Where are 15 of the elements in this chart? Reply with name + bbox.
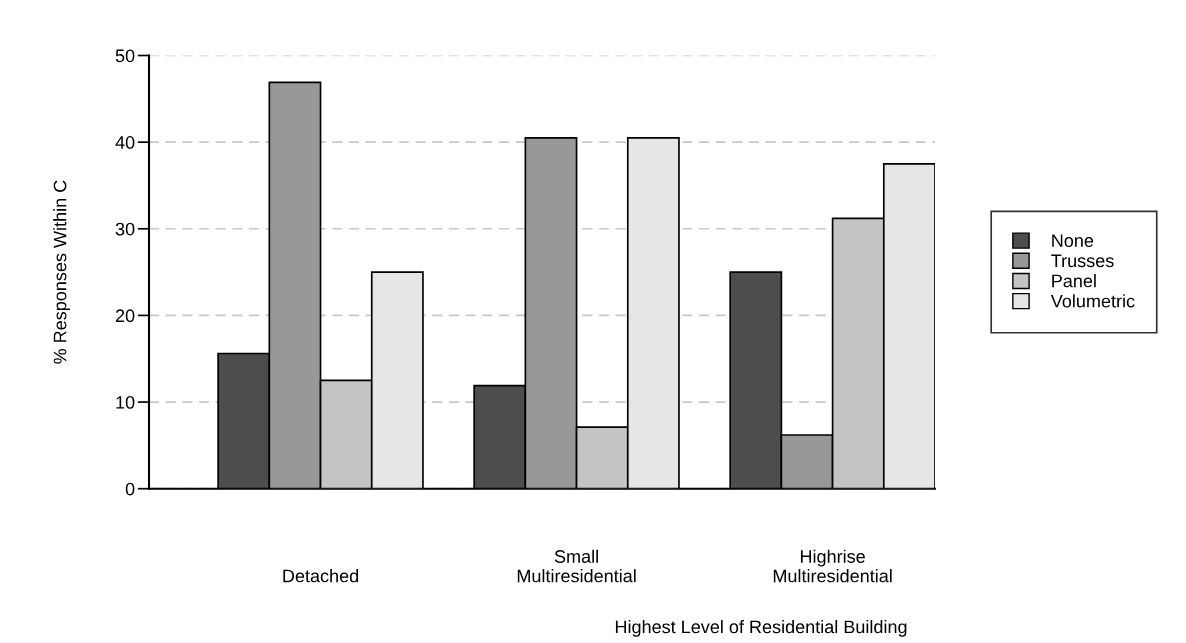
x-tick-label: Small Multiresidential [517,549,636,583]
y-tick-label: 50 [115,49,135,63]
x-tick-label: Detached [283,569,359,583]
y-tick-label: 0 [125,482,135,496]
legend-label: Volumetric [1050,294,1135,308]
y-tick-label: 30 [115,222,135,236]
y-tick-label: 10 [116,395,135,409]
x-tick-label: Highrise Multiresidential [773,549,892,583]
legend-label: Trusses [1051,254,1114,268]
y-tick-label: 40 [115,136,135,149]
x-axis-title: Highest Level of Residential Building [615,620,907,637]
y-axis-title: % Responses Within C [53,180,70,364]
legend-label: None [1052,234,1094,247]
legend-label: Panel [1052,274,1096,288]
y-tick-label: 20 [115,309,135,323]
